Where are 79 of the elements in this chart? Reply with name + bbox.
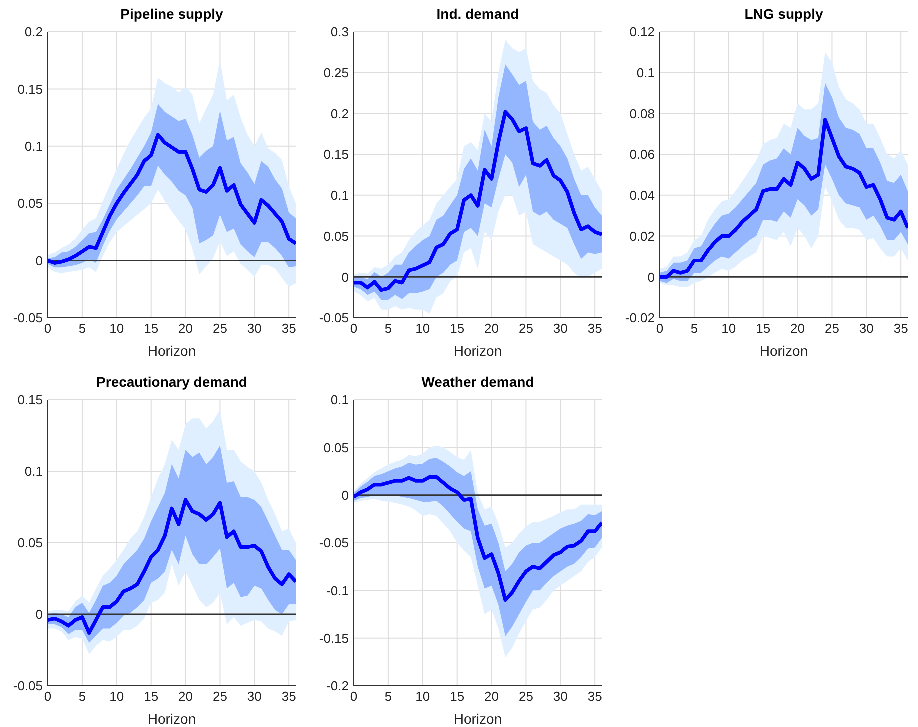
y-tick-label: -0.05 (13, 678, 43, 694)
x-tick-label: 25 (824, 321, 840, 336)
y-tick-label: 0.2 (330, 106, 349, 122)
x-tick-label: 15 (756, 321, 771, 336)
x-tick-label: 5 (690, 321, 698, 336)
x-axis-title: Horizon (760, 343, 808, 359)
y-tick-label: 0 (342, 270, 349, 285)
x-tick-label: 5 (78, 689, 86, 704)
x-tick-label: 10 (110, 689, 124, 704)
x-axis-title: Horizon (454, 711, 502, 727)
x-tick-label: 5 (78, 321, 86, 336)
y-tick-label: -0.1 (326, 583, 349, 598)
y-tick-label: 0.05 (324, 228, 349, 244)
x-tick-label: 35 (282, 321, 296, 336)
y-tick-label: 0 (36, 607, 43, 622)
y-tick-label: 0.06 (630, 147, 655, 162)
x-tick-label: 25 (518, 689, 534, 704)
y-tick-label: 0.05 (324, 440, 349, 456)
y-tick-label: -0.02 (625, 310, 655, 326)
x-tick-label: 30 (553, 689, 568, 704)
x-tick-label: 15 (144, 321, 159, 336)
x-tick-label: 35 (894, 321, 908, 336)
x-tick-label: 15 (450, 321, 465, 336)
y-tick-label: -0.15 (319, 630, 349, 646)
y-tick-label: -0.2 (326, 678, 349, 694)
chart-title: LNG supply (744, 6, 824, 22)
x-tick-label: 20 (178, 321, 194, 336)
chart-title: Weather demand (420, 374, 536, 390)
x-tick-label: 25 (212, 321, 228, 336)
x-tick-label: 5 (384, 689, 392, 704)
y-tick-label: 0.15 (324, 147, 349, 162)
y-tick-label: 0.02 (630, 228, 655, 244)
chart-title: Ind. demand (436, 6, 520, 22)
x-axis-title: Horizon (454, 343, 502, 359)
y-tick-label: 0.1 (636, 65, 655, 80)
y-tick-label: 0.05 (18, 196, 43, 212)
x-tick-label: 20 (790, 321, 806, 336)
x-tick-label: 10 (110, 321, 124, 336)
y-tick-label: 0.1 (24, 139, 43, 154)
chart-title: Precautionary demand (96, 374, 248, 390)
y-tick-label: -0.05 (319, 536, 349, 551)
x-tick-label: 10 (722, 321, 736, 336)
x-tick-label: 30 (247, 321, 262, 336)
x-tick-label: 15 (450, 689, 465, 704)
y-tick-label: 0.05 (18, 536, 43, 551)
x-axis-title: Horizon (148, 343, 196, 359)
x-tick-label: 10 (416, 689, 430, 704)
y-tick-label: 0.15 (18, 392, 43, 408)
x-tick-label: 10 (416, 321, 430, 336)
y-tick-label: 0.2 (24, 24, 43, 40)
y-tick-label: 0 (342, 488, 349, 503)
x-tick-label: 20 (484, 689, 500, 704)
y-tick-label: 0 (648, 270, 655, 285)
x-tick-label: 20 (178, 689, 194, 704)
y-tick-label: -0.05 (319, 310, 349, 326)
y-tick-label: 0.3 (330, 24, 349, 40)
x-tick-label: 35 (282, 689, 296, 704)
x-tick-label: 25 (518, 321, 534, 336)
x-tick-label: 5 (384, 321, 392, 336)
x-tick-label: 30 (247, 689, 262, 704)
y-tick-label: 0.08 (630, 106, 655, 122)
y-tick-label: 0 (36, 253, 43, 268)
chart-title: Pipeline supply (120, 6, 224, 22)
y-tick-label: 0.04 (630, 188, 655, 204)
x-tick-label: 30 (553, 321, 568, 336)
x-tick-label: 30 (859, 321, 874, 336)
y-tick-label: 0.25 (324, 65, 349, 80)
x-tick-label: 35 (588, 321, 602, 336)
x-axis-title: Horizon (148, 711, 196, 727)
y-tick-label: 0.1 (330, 188, 349, 204)
y-tick-label: 0.1 (330, 392, 349, 408)
y-tick-label: -0.05 (13, 310, 43, 326)
x-tick-label: 25 (212, 689, 228, 704)
x-tick-label: 20 (484, 321, 500, 336)
y-tick-label: 0.12 (630, 24, 655, 40)
x-tick-label: 35 (588, 689, 602, 704)
y-tick-label: 0.15 (18, 82, 43, 97)
x-tick-label: 15 (144, 689, 159, 704)
y-tick-label: 0.1 (24, 464, 43, 480)
